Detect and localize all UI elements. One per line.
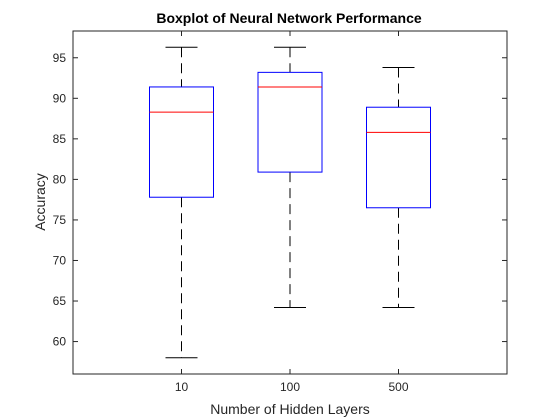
y-tick-label: 60 bbox=[53, 335, 67, 349]
y-tick-label: 90 bbox=[53, 91, 67, 105]
iqr-box bbox=[149, 86, 214, 198]
y-tick-label: 65 bbox=[53, 294, 67, 308]
x-axis: 10 100 500 bbox=[175, 31, 409, 394]
box-100 bbox=[257, 46, 323, 309]
y-axis-label: Accuracy bbox=[32, 173, 48, 231]
box-500 bbox=[366, 66, 431, 309]
y-tick-label: 70 bbox=[53, 253, 67, 267]
x-tick-label: 100 bbox=[280, 380, 300, 394]
x-tick-label: 10 bbox=[175, 380, 189, 394]
plot-area bbox=[72, 30, 508, 375]
chart-title: Boxplot of Neural Network Performance bbox=[156, 10, 421, 26]
y-tick-label: 80 bbox=[53, 172, 67, 186]
x-tick-label: 500 bbox=[388, 380, 408, 394]
boxes-group bbox=[149, 46, 431, 359]
y-axis: 60 65 70 75 80 85 90 95 bbox=[53, 51, 507, 349]
x-axis-label: Number of Hidden Layers bbox=[210, 401, 370, 417]
iqr-box bbox=[257, 71, 323, 173]
y-tick-label: 85 bbox=[53, 132, 67, 146]
iqr-box bbox=[366, 106, 431, 209]
box-10 bbox=[149, 46, 214, 359]
y-tick-label: 95 bbox=[53, 51, 67, 65]
y-tick-label: 75 bbox=[53, 213, 67, 227]
